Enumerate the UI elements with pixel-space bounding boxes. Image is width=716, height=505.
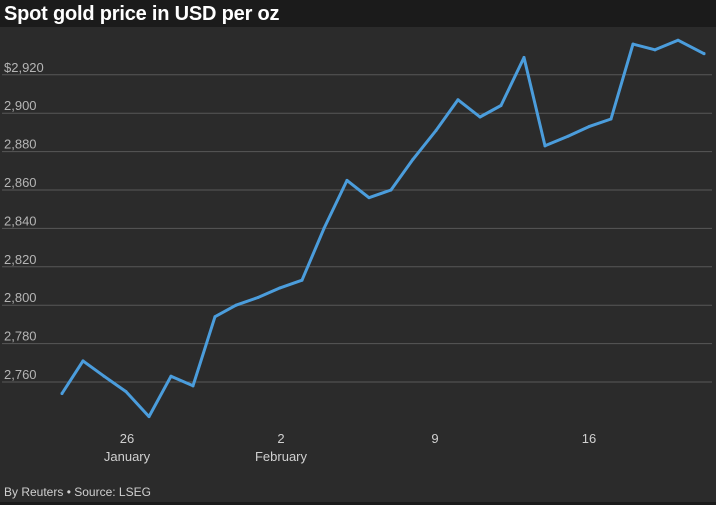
data-point [566,134,570,138]
y-tick-label: 2,800 [4,290,37,305]
data-point [60,392,64,396]
data-point [147,415,151,419]
x-tick-label: 9 [431,431,438,446]
y-tick-label: 2,880 [4,137,37,152]
data-point [499,104,503,108]
data-point [169,374,173,378]
x-tick-label: 16 [582,431,596,446]
y-tick-label: 2,860 [4,175,37,190]
y-tick-label: 2,900 [4,98,37,113]
data-point [543,144,547,148]
data-point [124,390,128,394]
x-tick-month-label: January [104,449,151,464]
data-point [367,196,371,200]
data-point [702,52,706,56]
y-tick-label: 2,840 [4,213,37,228]
plot-area: 2,760 2,780 2,800 2,820 2,840 2,860 2,880 2,900… [0,27,716,502]
data-point [234,303,238,307]
data-point [256,296,260,300]
data-point [300,278,304,282]
data-point [653,48,657,52]
y-tick-label: $2,920 [4,60,44,75]
data-point [434,128,438,132]
data-point [213,315,217,319]
line-chart: 2,760 2,780 2,800 2,820 2,840 2,860 2,880 2,900… [2,38,712,464]
price-series-line [60,38,706,419]
y-tick-label: 2,820 [4,252,37,267]
data-point [389,188,393,192]
data-point [478,115,482,119]
chart-title: Spot gold price in USD per oz [4,3,280,25]
data-point [456,98,460,102]
x-tick-label: 26 [120,431,134,446]
data-point [345,178,349,182]
data-point [278,286,282,290]
x-tick-label: 2 [277,431,284,446]
data-point [102,374,106,378]
data-point [609,117,613,121]
y-tick-label: 2,760 [4,367,37,382]
source-credit: By Reuters • Source: LSEG [4,485,151,499]
data-point [81,359,85,363]
data-point [631,42,635,46]
data-point [322,226,326,230]
y-tick-label: 2,780 [4,329,37,344]
data-point [191,384,195,388]
data-point [676,38,680,42]
data-point [411,157,415,161]
data-point [522,56,526,60]
data-point [587,125,591,129]
x-tick-month-label: February [255,449,308,464]
